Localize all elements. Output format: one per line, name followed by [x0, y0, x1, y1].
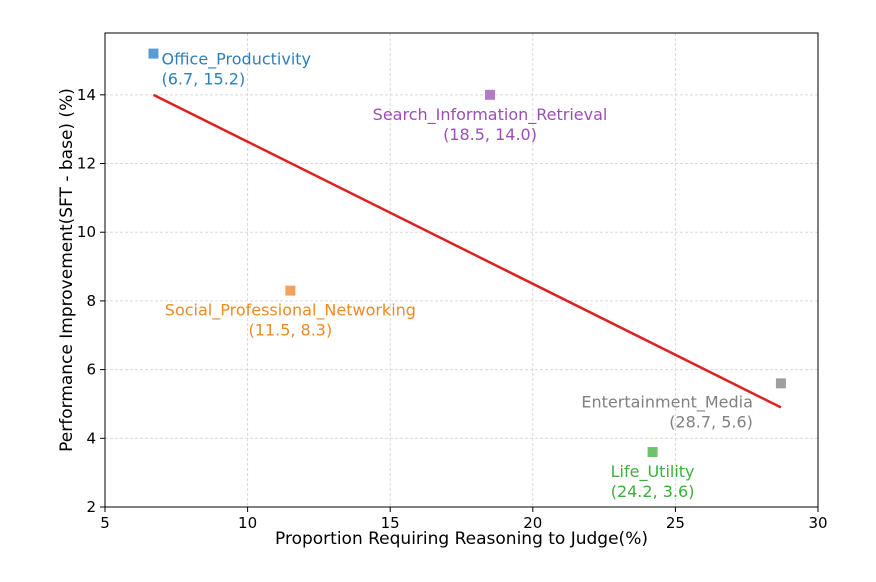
x-tick-label: 5 — [100, 514, 110, 532]
x-axis-title: Proportion Requiring Reasoning to Judge(… — [275, 529, 648, 549]
point-labels: Office_Productivity(6.7, 15.2) Search_Inf… — [161, 50, 752, 501]
point-coord-label: (24.2, 3.6) — [611, 482, 695, 501]
y-tick-label: 4 — [86, 429, 96, 447]
data-point-entertainment-media — [775, 378, 786, 389]
point-name-label: Search_Information_Retrieval — [373, 105, 608, 125]
x-tick-label: 15 — [381, 514, 400, 532]
y-tick-label: 2 — [86, 498, 96, 516]
point-coord-label: (28.7, 5.6) — [669, 412, 753, 431]
point-name-label: Social_Professional_Networking — [165, 301, 416, 321]
trendline-group — [152, 93, 782, 409]
data-point-office-productivity — [148, 48, 159, 59]
y-axis-title: Performance Improvement(SFT - base) (%) — [57, 88, 77, 452]
y-tick-label: 12 — [77, 155, 96, 173]
plot-frame — [104, 32, 819, 508]
grid-lines — [105, 33, 818, 507]
x-tick-label: 30 — [808, 514, 827, 532]
axis-ticks: 5 10 15 20 25 30 2 4 6 8 10 12 14 — [77, 86, 828, 532]
x-tick-label: 10 — [238, 514, 257, 532]
point-coord-label: (6.7, 15.2) — [161, 70, 245, 89]
y-tick-label: 8 — [86, 292, 96, 310]
y-tick-label: 6 — [86, 361, 96, 379]
point-coord-label: (18.5, 14.0) — [443, 125, 537, 144]
point-name-label: Office_Productivity — [161, 50, 311, 70]
x-tick-label: 20 — [523, 514, 542, 532]
point-coord-label: (11.5, 8.3) — [249, 321, 333, 340]
data-point-social-professional-networking — [285, 285, 296, 296]
trendline — [152, 93, 782, 409]
point-name-label: Entertainment_Media — [581, 392, 753, 412]
y-tick-label: 14 — [77, 86, 96, 104]
y-tick-label: 10 — [77, 223, 96, 241]
point-name-label: Life_Utility — [611, 462, 695, 482]
data-points — [148, 48, 786, 458]
data-point-search-information-retrieval — [485, 89, 496, 100]
data-point-life-utility — [647, 447, 658, 458]
x-tick-label: 25 — [666, 514, 685, 532]
